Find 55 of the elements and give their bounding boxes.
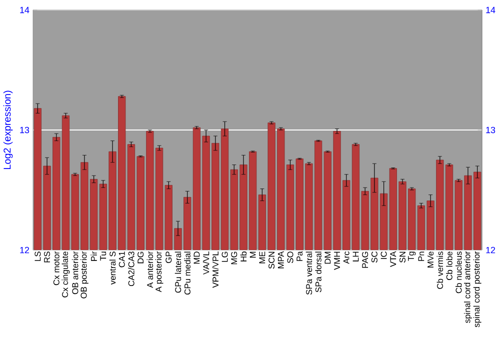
x-tick-label: SPa dorsal bbox=[315, 252, 322, 292]
x-tick-label: CPu lateral bbox=[174, 252, 182, 293]
x-tick-label: Tu bbox=[100, 252, 106, 261]
x-tick-label: LS bbox=[34, 252, 41, 261]
x-tick-label: MD bbox=[194, 252, 200, 264]
x-tick-label: CPu medial bbox=[184, 252, 190, 295]
x-tick-label: MVe bbox=[428, 252, 434, 268]
x-tick-label: Pir bbox=[90, 251, 97, 261]
x-tick-label: VPM/VPL bbox=[212, 251, 219, 288]
x-tick-label: Cb nucleus bbox=[456, 252, 462, 294]
x-tick-label: LG bbox=[222, 252, 228, 262]
x-tick-label: CA1 bbox=[118, 252, 125, 268]
y-tick-label: 12 bbox=[20, 246, 30, 254]
x-tick-label: ME bbox=[259, 252, 266, 264]
x-tick-label: M bbox=[250, 252, 256, 258]
x-tick-label: Cb lobe bbox=[446, 252, 452, 280]
x-tick-label: GP bbox=[166, 252, 172, 264]
y-axis-title: Log2 (expression) bbox=[3, 90, 13, 170]
x-tick-label: Pn bbox=[418, 252, 424, 261]
x-tick-label: LH bbox=[352, 252, 359, 262]
x-tick-label: MPA bbox=[278, 251, 284, 268]
x-tick-label: SO bbox=[287, 252, 294, 264]
x-tick-label: OB anterior bbox=[72, 251, 78, 294]
y2-tick-label: 12 bbox=[486, 246, 496, 254]
x-tick-label: RS bbox=[44, 252, 50, 262]
x-tick-label: PAG bbox=[362, 252, 368, 268]
x-tick-label: DG bbox=[138, 252, 144, 264]
x-tick-label: OB posterior bbox=[80, 251, 88, 298]
x-tick-label: Cb vermis bbox=[436, 252, 444, 289]
x-tick-label: A posterior bbox=[155, 251, 164, 292]
y2-tick-label: 14 bbox=[486, 6, 496, 14]
x-tick-label: Pa bbox=[296, 251, 303, 261]
y-tick-label: 13 bbox=[20, 126, 30, 134]
x-tick-label: Cx motor bbox=[53, 251, 60, 286]
x-tick-label: Arc bbox=[343, 251, 350, 264]
x-tick-label: Hb bbox=[240, 252, 247, 262]
x-tick-label: SC bbox=[371, 252, 378, 263]
x-tick-label: Tg bbox=[408, 252, 416, 261]
x-tick-label: VTA bbox=[390, 251, 396, 268]
x-tick-label: SN bbox=[400, 252, 406, 263]
x-tick-label: VA/VL bbox=[202, 251, 210, 275]
x-tick-label: spinal cord anterior bbox=[464, 251, 472, 323]
y2-tick-label: 13 bbox=[486, 126, 496, 134]
x-tick-label: VMH bbox=[334, 252, 340, 270]
x-tick-label: spinal cord posterior bbox=[473, 251, 482, 328]
x-tick-label: DM bbox=[324, 252, 331, 264]
x-tick-label: Cx cingulate bbox=[62, 252, 70, 298]
x-tick-label: MG bbox=[231, 252, 238, 264]
x-tick-label: ventral S bbox=[109, 252, 116, 285]
x-tick-label: CA2/CA3 bbox=[128, 252, 134, 286]
x-tick-label: SPa ventral bbox=[306, 252, 312, 295]
x-tick-label: A anterior bbox=[146, 251, 154, 288]
x-tick-label: IC bbox=[380, 252, 387, 259]
x-tick-label: SCN bbox=[268, 252, 275, 269]
y-tick-label: 14 bbox=[20, 6, 30, 14]
